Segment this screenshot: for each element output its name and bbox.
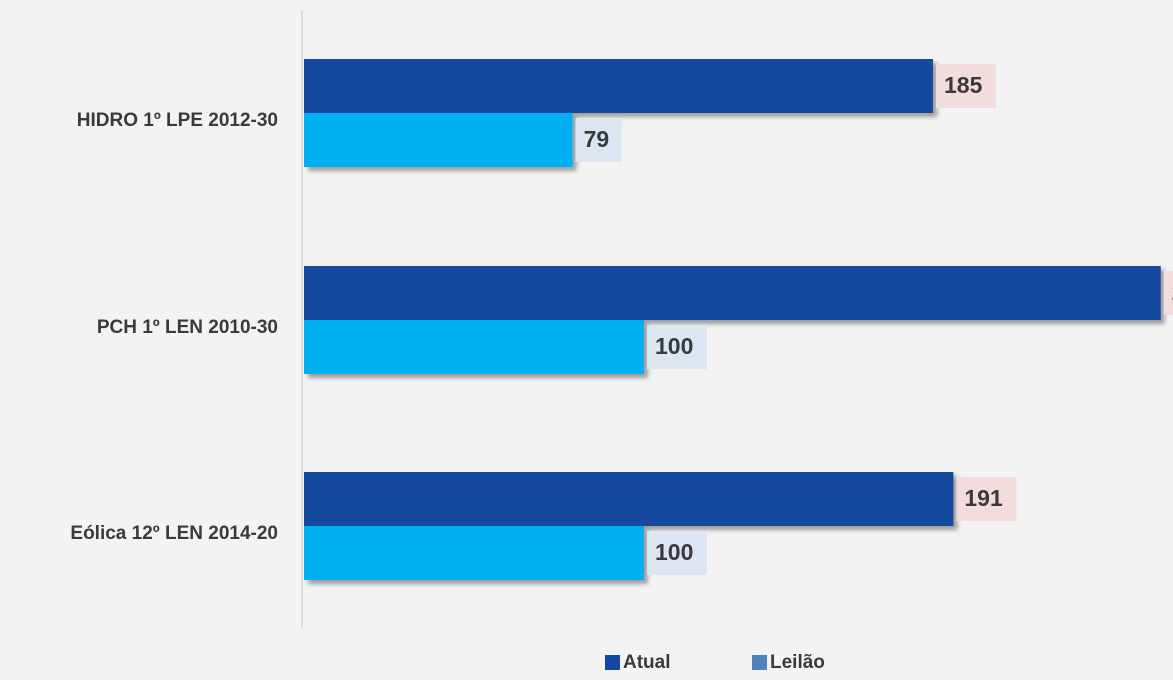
data-label-leilao-eolica-12-len-2014-20: 100 <box>655 539 693 565</box>
legend-swatch-atual <box>605 655 620 670</box>
data-label-leilao-hidro-1-lpe-2012-30: 79 <box>584 126 610 152</box>
data-label-bg-leilao-hidro-1-lpe-2012-30 <box>575 118 622 162</box>
data-label-atual-eolica-12-len-2014-20: 191 <box>964 485 1003 511</box>
legend-label-atual: Atual <box>623 652 671 673</box>
data-label-bg-atual-pch-1-len-2010-30 <box>1163 271 1173 315</box>
legend-swatch-leilao <box>752 655 767 670</box>
bar-atual-pch-1-len-2010-30 <box>304 266 1161 320</box>
data-label-bg-leilao-eolica-12-len-2014-20 <box>647 531 707 575</box>
bar-atual-eolica-12-len-2014-20 <box>304 472 954 526</box>
data-label-atual-hidro-1-lpe-2012-30: 185 <box>944 72 983 98</box>
category-label-pch-1-len-2010-30: PCH 1º LEN 2010-30 <box>97 317 278 338</box>
category-label-hidro-1-lpe-2012-30: HIDRO 1º LPE 2012-30 <box>77 110 278 131</box>
data-label-atual-pch-1-len-2010-30: 252 <box>1172 279 1173 305</box>
category-label-eolica-12-len-2014-20: Eólica 12º LEN 2014-20 <box>70 523 278 544</box>
legend: Atual Leilão <box>605 652 825 673</box>
bar-leilao-pch-1-len-2010-30 <box>304 320 644 374</box>
data-label-leilao-pch-1-len-2010-30: 100 <box>655 333 693 359</box>
bar-leilao-hidro-1-lpe-2012-30 <box>304 113 573 167</box>
data-label-bg-atual-hidro-1-lpe-2012-30 <box>936 64 996 108</box>
data-label-bg-leilao-pch-1-len-2010-30 <box>647 325 707 369</box>
data-label-bg-atual-eolica-12-len-2014-20 <box>956 477 1017 521</box>
legend-label-leilao: Leilão <box>770 652 825 673</box>
bar-leilao-eolica-12-len-2014-20 <box>304 526 644 580</box>
bar-atual-hidro-1-lpe-2012-30 <box>304 59 933 113</box>
